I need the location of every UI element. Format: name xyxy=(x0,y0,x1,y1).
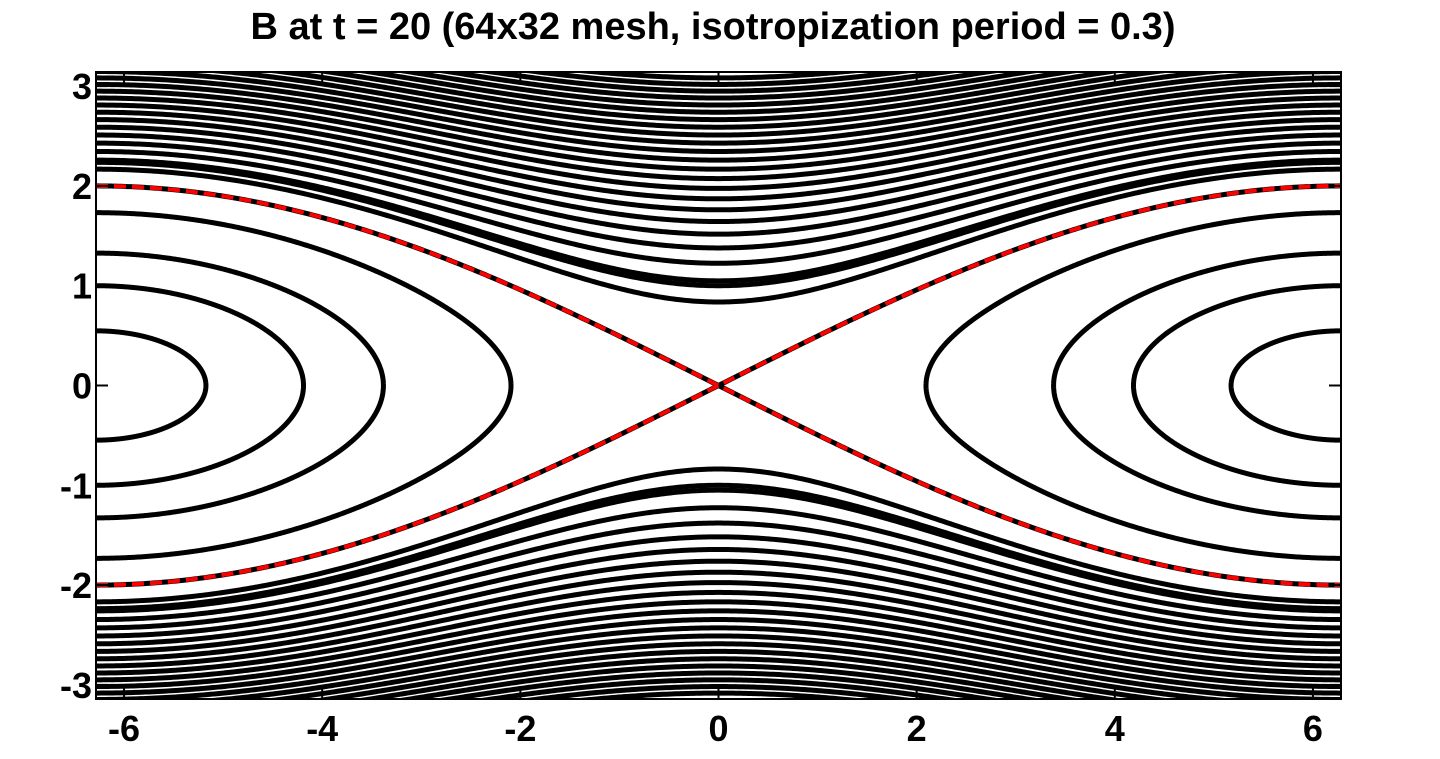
y-axis: -3 -2 -1 0 1 2 3 xyxy=(60,66,1341,706)
contour-line-upper xyxy=(519,72,918,87)
x-tick-label: 4 xyxy=(1105,708,1125,749)
contour-loop xyxy=(1228,328,1341,443)
chart-title: B at t = 20 (64x32 mesh, isotropization … xyxy=(250,6,1176,48)
contour-line-upper xyxy=(354,72,1083,115)
contour-line-upper xyxy=(96,132,1341,237)
y-tick-label: -3 xyxy=(60,665,92,706)
y-tick-label: -2 xyxy=(60,565,92,606)
contour-line-upper xyxy=(96,95,1341,182)
contour-line-upper xyxy=(96,75,1341,154)
contour-line-lower xyxy=(96,599,1341,683)
contour-loop xyxy=(96,250,386,521)
x-tick-label: 0 xyxy=(708,708,728,749)
contour-line-lower xyxy=(96,569,1341,662)
y-tick-label: 2 xyxy=(72,166,92,207)
contour-line-upper xyxy=(434,72,1003,101)
contour-lines xyxy=(96,72,1341,699)
contour-loop xyxy=(1131,283,1341,488)
contour-line-lower xyxy=(311,648,1126,699)
contour-line-upper xyxy=(311,72,1126,123)
x-tick-label: 2 xyxy=(907,708,927,749)
contour-loop xyxy=(96,283,306,488)
contour-line-upper xyxy=(96,157,1341,284)
contour-line-lower xyxy=(96,487,1341,614)
x-tick-label: -4 xyxy=(306,708,338,749)
contour-line-lower xyxy=(354,656,1083,699)
contour-line-lower xyxy=(96,580,1341,669)
contour-line-lower xyxy=(96,608,1341,690)
separatrix-upper xyxy=(96,183,1341,388)
contour-line-lower xyxy=(475,677,962,699)
contour-line-upper xyxy=(263,72,1174,130)
contour-line-upper xyxy=(96,117,1341,213)
y-tick-label: 3 xyxy=(72,66,92,107)
contour-line-lower xyxy=(263,641,1174,699)
contour-loop xyxy=(96,210,514,561)
contour-line-upper xyxy=(571,72,866,81)
contour-line-upper xyxy=(96,109,1341,202)
x-tick-label: -6 xyxy=(108,708,140,749)
contour-line-upper xyxy=(96,81,1341,163)
contour-line-lower xyxy=(96,617,1341,696)
contour-line-lower xyxy=(96,505,1341,623)
separatrix-lower xyxy=(96,383,1341,588)
contour-loop xyxy=(923,210,1341,561)
contour-line-lower xyxy=(394,663,1043,699)
contour-line-upper xyxy=(96,72,1341,146)
contour-line-lower xyxy=(96,520,1341,631)
contour-line-upper xyxy=(475,72,962,94)
contour-loop xyxy=(96,328,209,443)
contour-line-lower xyxy=(434,670,1003,699)
contour-loop xyxy=(96,183,723,588)
contour-line-upper xyxy=(96,148,1341,266)
y-tick-label: 1 xyxy=(72,266,92,307)
contour-line-upper xyxy=(96,140,1341,251)
contour-line-lower xyxy=(96,546,1341,647)
contour-line-upper xyxy=(200,72,1237,138)
contour-line-upper xyxy=(96,88,1341,172)
x-tick-label: -2 xyxy=(504,708,536,749)
separatrix-lines xyxy=(96,183,1341,588)
contour-line-lower xyxy=(96,558,1341,654)
contour-line-lower xyxy=(96,625,1341,699)
contour-line-upper xyxy=(96,102,1341,191)
contour-line-lower xyxy=(96,534,1341,639)
contour-line-upper xyxy=(96,166,1341,305)
y-tick-label: 0 xyxy=(72,366,92,407)
contour-line-lower xyxy=(96,466,1341,605)
contour-line-lower xyxy=(519,684,918,699)
contour-line-lower xyxy=(200,633,1237,699)
contour-line-upper xyxy=(394,72,1043,108)
x-tick-label: 6 xyxy=(1303,708,1323,749)
contour-line-lower xyxy=(96,589,1341,676)
contour-line-upper xyxy=(96,124,1341,225)
contour-loop xyxy=(1051,250,1341,521)
x-axis: -6 -4 -2 0 2 4 6 xyxy=(108,72,1323,749)
y-tick-label: -1 xyxy=(60,465,92,506)
